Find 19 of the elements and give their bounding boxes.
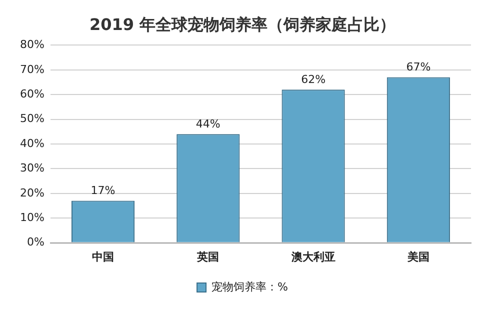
- y-tick-label: 60%: [20, 87, 44, 100]
- y-tick-label: 80%: [20, 38, 44, 52]
- x-tick-label: 中国: [92, 250, 114, 264]
- legend-label: 宠物饲养率：%: [212, 280, 288, 294]
- y-tick-label: 50%: [20, 112, 44, 126]
- y-tick-label: 70%: [20, 62, 44, 76]
- y-tick-label: 0%: [26, 236, 44, 249]
- y-tick-label: 30%: [20, 162, 44, 175]
- x-tick-label: 美国: [406, 250, 430, 264]
- chart-title: 2019 年全球宠物饲养率（饲养家庭占比）: [89, 14, 396, 34]
- y-tick-label: 10%: [20, 210, 44, 224]
- data-label: 44%: [196, 117, 220, 130]
- data-label: 62%: [301, 73, 326, 86]
- y-tick-label: 40%: [20, 136, 44, 150]
- data-label: 67%: [406, 60, 431, 74]
- x-tick-label: 英国: [196, 250, 220, 264]
- data-label: 17%: [90, 184, 116, 198]
- y-tick-label: 20%: [20, 186, 44, 200]
- x-tick-label: 澳大利亚: [290, 250, 336, 264]
